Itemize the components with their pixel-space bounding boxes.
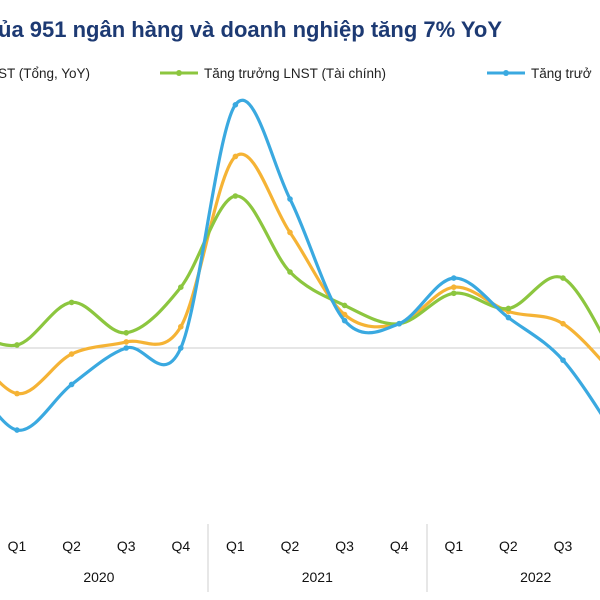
data-point	[123, 345, 129, 351]
x-tick-label: Q1	[444, 538, 463, 554]
data-point	[123, 339, 129, 345]
data-point	[451, 290, 457, 297]
x-tick-label: Q4	[390, 538, 409, 554]
legend-marker	[503, 70, 509, 76]
series	[0, 193, 600, 348]
data-point	[68, 351, 75, 357]
data-point	[178, 345, 184, 351]
series	[0, 152, 600, 397]
data-point	[560, 320, 566, 327]
legend-label: Tăng trưởng LNST (Tài chính)	[204, 66, 386, 81]
data-point	[341, 302, 348, 309]
x-tick-label: Q2	[62, 538, 81, 554]
data-point	[396, 320, 403, 327]
legend-entry: Tăng trưởng LNST (Tài chính)	[160, 66, 386, 81]
legend: ST (Tổng, YoY) Tăng trưởng LNST (Tài chín…	[0, 66, 592, 81]
data-point	[232, 153, 239, 160]
data-point	[341, 311, 348, 318]
series-line	[0, 152, 600, 396]
x-tick-label: Q2	[499, 538, 518, 554]
x-year-label: 2021	[302, 569, 333, 585]
data-point	[505, 314, 512, 321]
data-point	[178, 284, 184, 291]
legend-marker	[176, 70, 182, 76]
data-point	[68, 299, 75, 306]
series-layer	[0, 98, 600, 433]
series-line	[0, 98, 600, 432]
legend-entry: ST (Tổng, YoY)	[0, 66, 90, 81]
x-tick-label: Q3	[335, 538, 354, 554]
data-point	[341, 317, 348, 324]
x-year-label: 2020	[83, 569, 114, 585]
data-point	[178, 323, 184, 330]
legend-entry: Tăng trưở	[487, 66, 592, 81]
data-point	[68, 381, 75, 388]
x-tick-label: Q3	[554, 538, 573, 554]
data-point	[14, 427, 20, 433]
data-point	[287, 269, 293, 275]
data-point	[232, 102, 239, 108]
x-tick-label: Q3	[117, 538, 136, 554]
x-year-label: 2022	[520, 569, 551, 585]
data-point	[505, 305, 512, 312]
chart-title: ủa 951 ngân hàng và doanh nghiệp tăng 7%…	[0, 17, 502, 42]
data-point	[14, 390, 20, 397]
legend-label: ST (Tổng, YoY)	[0, 66, 90, 81]
x-tick-label: Q1	[8, 538, 27, 554]
legend-label: Tăng trưở	[531, 66, 592, 81]
x-tick-label: Q4	[171, 538, 190, 554]
data-point	[287, 229, 293, 236]
x-tick-label: Q2	[281, 538, 300, 554]
data-point	[560, 357, 566, 363]
data-point	[451, 284, 457, 291]
data-point	[14, 342, 20, 348]
data-point	[123, 330, 129, 336]
data-point	[560, 275, 566, 281]
data-point	[451, 275, 457, 281]
x-tick-label: Q1	[226, 538, 245, 554]
series	[0, 98, 600, 433]
data-point	[287, 196, 293, 202]
data-point	[232, 193, 239, 199]
